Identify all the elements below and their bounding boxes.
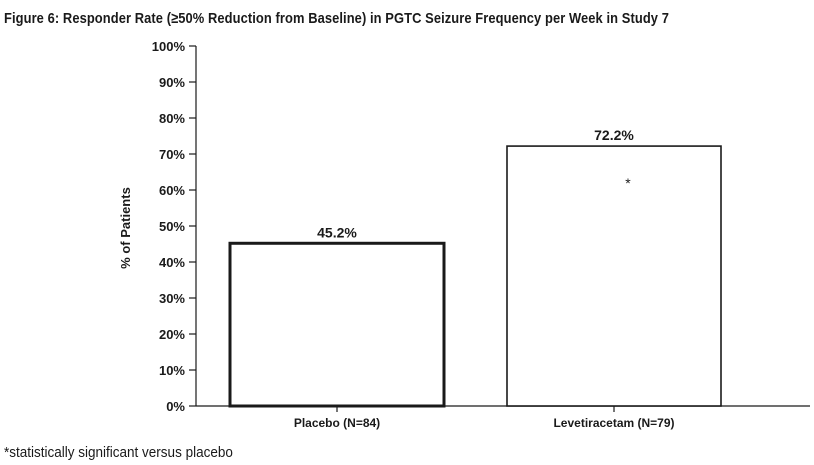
y-tick-label: 50% <box>159 219 185 234</box>
bar <box>506 145 722 407</box>
bar <box>228 241 446 408</box>
y-tick-label: 20% <box>159 327 185 342</box>
y-tick-label: 90% <box>159 75 185 90</box>
data-label: 72.2% <box>594 127 634 143</box>
y-tick-label: 80% <box>159 111 185 126</box>
significance-marker: * <box>625 175 631 191</box>
y-tick-label: 100% <box>152 39 186 54</box>
y-tick-label: 60% <box>159 183 185 198</box>
data-label: 45.2% <box>317 224 357 240</box>
chart-title: Figure 6: Responder Rate (≥50% Reduction… <box>4 10 669 27</box>
y-tick-label: 0% <box>166 399 185 414</box>
chart-labels: 0% 10% 20% 30% 40% 50% 60% 70% 80% 90% 100% % of Pa… <box>118 39 675 430</box>
y-tick-label: 40% <box>159 255 185 270</box>
y-axis-title: % of Patients <box>118 187 133 269</box>
x-tick-label: Levetiracetam (N=79) <box>553 416 674 430</box>
x-tick-label: Placebo (N=84) <box>294 416 380 430</box>
y-tick-label: 70% <box>159 147 185 162</box>
chart-bars <box>228 145 722 408</box>
footnote: *statistically significant versus placeb… <box>4 444 233 461</box>
y-tick-label: 30% <box>159 291 185 306</box>
y-tick-label: 10% <box>159 363 185 378</box>
